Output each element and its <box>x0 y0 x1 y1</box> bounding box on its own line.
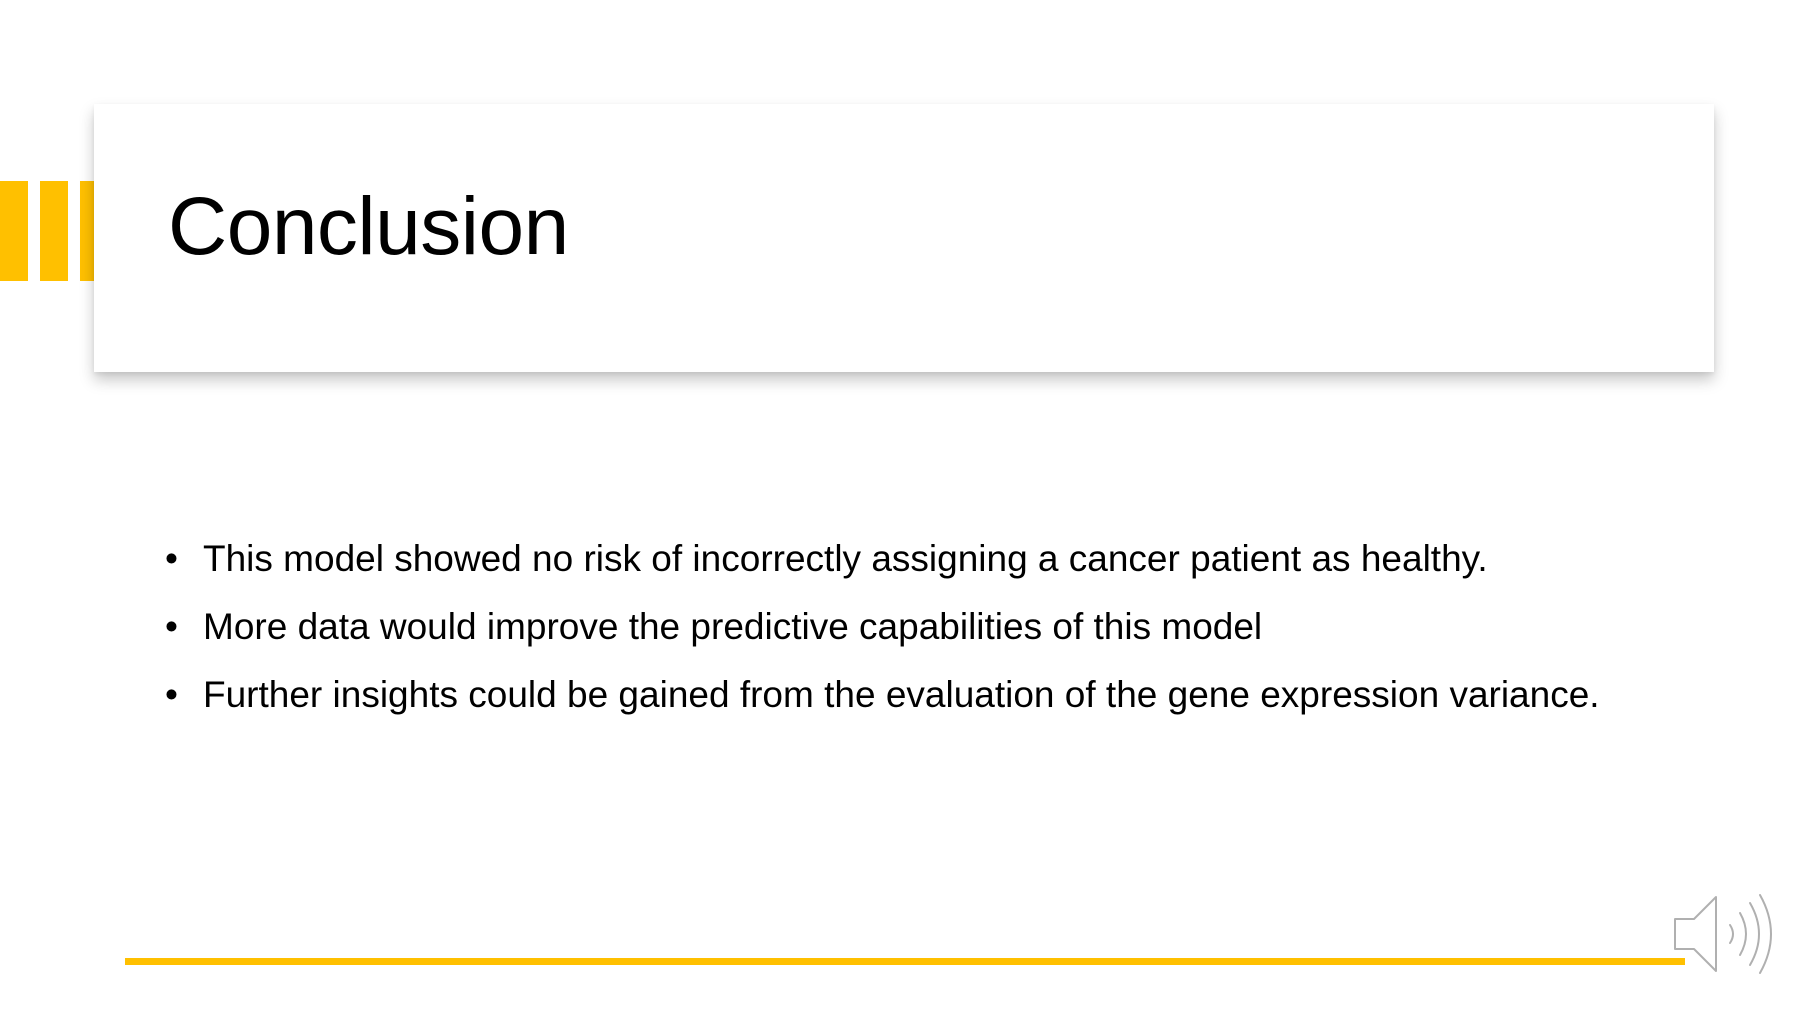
slide-title: Conclusion <box>168 181 569 272</box>
title-accent-bar <box>0 181 28 281</box>
bullet-marker: • <box>165 606 178 647</box>
bullet-text: This model showed no risk of incorrectly… <box>203 538 1488 579</box>
bullet-item: • More data would improve the predictive… <box>165 603 1625 651</box>
bullet-text: More data would improve the predictive c… <box>203 606 1263 647</box>
bullet-item: • Further insights could be gained from … <box>165 671 1625 719</box>
footer-accent-line <box>125 958 1685 965</box>
bullet-text: Further insights could be gained from th… <box>203 674 1600 715</box>
title-card: Conclusion <box>94 104 1714 372</box>
bullet-marker: • <box>165 674 178 715</box>
bullet-item: • This model showed no risk of incorrect… <box>165 535 1625 583</box>
bullet-marker: • <box>165 538 178 579</box>
bullet-list: • This model showed no risk of incorrect… <box>165 535 1625 739</box>
title-accent-bar <box>40 181 68 281</box>
speaker-icon[interactable] <box>1672 893 1782 975</box>
title-accent-bar <box>80 181 94 281</box>
